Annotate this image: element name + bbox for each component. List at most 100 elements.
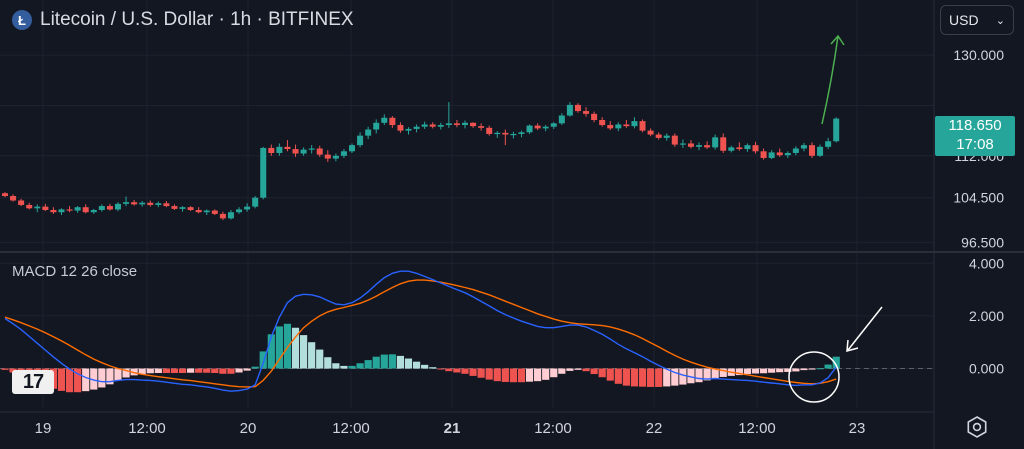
candle-body [534, 125, 541, 129]
candle [470, 122, 477, 128]
candle [776, 148, 783, 157]
candle-body [155, 203, 162, 205]
candle [768, 150, 775, 160]
histogram-bar [356, 363, 364, 369]
candle-body [195, 209, 202, 213]
histogram-bar [154, 368, 162, 373]
candle-body [58, 209, 65, 213]
candle [752, 141, 759, 154]
histogram-bar [90, 368, 98, 390]
candle-body [123, 202, 130, 204]
candle-body [300, 149, 307, 154]
candle [357, 132, 364, 148]
candle [381, 114, 388, 126]
candle [817, 144, 824, 157]
histogram-bar [647, 368, 655, 387]
candle-body [470, 122, 477, 127]
signal-line [4, 279, 837, 388]
histogram-bar [534, 368, 542, 382]
candle [800, 142, 807, 152]
candle [445, 102, 452, 128]
candlestick-series [2, 102, 840, 221]
histogram-bar [598, 368, 606, 378]
candle [34, 204, 41, 213]
candle-body [340, 151, 347, 156]
candle [712, 134, 719, 150]
candle-body [704, 145, 711, 148]
price-axis-tick-label: 130.000 [953, 47, 1004, 63]
candle [526, 124, 533, 134]
candle [429, 122, 436, 129]
candle-body [389, 117, 396, 126]
candle [615, 122, 622, 132]
histogram-bar [663, 368, 671, 387]
histogram-bar [493, 368, 501, 382]
candle [833, 117, 840, 143]
candle [599, 117, 606, 127]
candle [276, 143, 283, 156]
candle-body [478, 126, 485, 128]
candle-body [373, 122, 380, 130]
histogram-bar [614, 368, 622, 384]
candle-body [203, 210, 210, 213]
candle [639, 119, 646, 133]
histogram-bar [291, 327, 300, 369]
macd-axis-tick-label: 0.000 [969, 361, 1004, 377]
candle [591, 111, 598, 123]
candle [687, 140, 694, 149]
last-price-value: 118.650 [948, 117, 1002, 134]
candle-body [421, 124, 428, 127]
macd-histogram [1, 323, 840, 393]
histogram-bar [590, 368, 598, 375]
candle [244, 203, 251, 212]
candle-body [284, 146, 291, 150]
candle [349, 143, 356, 153]
candle-body [131, 202, 138, 205]
annotations [788, 34, 883, 403]
currency-select[interactable]: USD ⌄ [940, 5, 1014, 35]
candle [583, 107, 590, 117]
candle-body [574, 104, 581, 112]
histogram-bar [57, 368, 66, 391]
tradingview-logo[interactable]: 17 [12, 370, 54, 394]
histogram-bar [453, 368, 461, 373]
candle [365, 126, 372, 139]
histogram-bar [606, 368, 614, 381]
candle [203, 209, 210, 216]
candle [131, 199, 138, 206]
candle-body [696, 145, 703, 147]
candle [397, 122, 404, 133]
candle-body [792, 148, 799, 153]
macd-axis-tick-label: 2.000 [969, 308, 1004, 324]
candle [292, 144, 299, 157]
histogram-bar [558, 368, 566, 374]
gear-icon[interactable] [964, 414, 990, 440]
candle [784, 151, 791, 159]
histogram-bar [808, 368, 816, 370]
macd-indicator-label[interactable]: MACD 12 26 close [12, 263, 138, 280]
candle-body [349, 145, 356, 152]
histogram-bar [1, 368, 9, 370]
candle [550, 122, 557, 129]
candle [518, 130, 525, 138]
candle [663, 133, 670, 141]
candle-body [728, 147, 735, 151]
histogram-bar [574, 368, 582, 370]
histogram-bar [461, 368, 469, 374]
histogram-bar [396, 355, 405, 369]
time-axis-tick-label: 21 [444, 420, 461, 437]
candle [671, 133, 678, 147]
histogram-bar [630, 368, 639, 387]
candle-body [187, 207, 194, 210]
candle-body [623, 124, 630, 127]
candle [114, 202, 121, 212]
time-axis-tick-label: 22 [646, 420, 663, 437]
candle-body [550, 123, 557, 127]
candle [494, 131, 501, 138]
histogram-bar [348, 365, 356, 369]
histogram-bar [187, 368, 195, 373]
bar-countdown: 17:08 [956, 136, 994, 153]
candle [453, 119, 460, 128]
candle-body [268, 147, 275, 153]
